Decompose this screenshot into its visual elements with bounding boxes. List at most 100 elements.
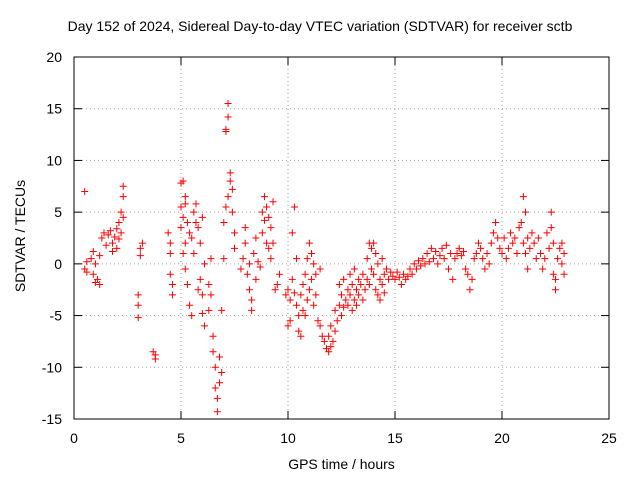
data-point: [134, 314, 142, 322]
data-point: [293, 301, 301, 309]
data-point: [186, 229, 194, 237]
data-point: [489, 229, 497, 237]
data-point: [350, 296, 358, 304]
data-point: [104, 231, 112, 239]
data-point: [243, 270, 251, 278]
data-point: [138, 239, 146, 247]
data-point: [297, 332, 305, 340]
data-point: [134, 301, 142, 309]
data-point: [109, 239, 117, 247]
data-point: [181, 193, 189, 201]
data-point: [410, 260, 418, 268]
data-point: [554, 255, 562, 263]
data-point: [258, 208, 266, 216]
data-point: [442, 241, 450, 249]
data-point: [205, 306, 213, 314]
data-point: [481, 265, 489, 273]
data-point: [434, 260, 442, 268]
data-point: [166, 239, 174, 247]
data-point: [211, 384, 219, 392]
data-point: [545, 244, 553, 252]
data-point: [329, 337, 337, 345]
y-tick-label: 5: [54, 204, 62, 220]
x-tick-label: 20: [494, 430, 510, 446]
data-point: [226, 169, 234, 177]
data-point: [397, 281, 405, 289]
data-point: [417, 262, 425, 270]
data-point: [549, 239, 557, 247]
data-point: [479, 255, 487, 263]
data-point: [252, 234, 260, 242]
data-point: [164, 229, 172, 237]
data-point: [447, 250, 455, 258]
data-point: [119, 193, 127, 201]
data-point: [515, 224, 523, 232]
data-point: [260, 216, 268, 224]
data-point: [308, 275, 316, 283]
data-point: [530, 239, 538, 247]
data-point: [224, 193, 232, 201]
data-point: [188, 312, 196, 320]
data-point: [282, 291, 290, 299]
data-point: [201, 260, 209, 268]
y-tick-label: 0: [54, 256, 62, 272]
data-point: [117, 229, 125, 237]
data-point: [522, 208, 530, 216]
data-point: [363, 255, 371, 263]
data-point: [395, 273, 403, 281]
data-point: [196, 239, 204, 247]
data-point: [522, 250, 530, 258]
data-point: [216, 379, 224, 387]
y-tick-label: 10: [46, 152, 62, 168]
data-point: [496, 244, 504, 252]
data-point: [222, 127, 230, 135]
data-point: [340, 303, 348, 311]
data-point: [237, 265, 245, 273]
data-point: [198, 213, 206, 221]
data-point: [500, 234, 508, 242]
data-point: [218, 368, 226, 376]
data-point: [241, 224, 249, 232]
data-point: [558, 260, 566, 268]
data-point: [524, 265, 532, 273]
data-point: [549, 270, 557, 278]
data-point: [293, 255, 301, 263]
data-point: [151, 351, 159, 359]
data-point: [256, 263, 264, 271]
data-point: [267, 255, 275, 263]
data-point: [325, 332, 333, 340]
data-point: [209, 332, 217, 340]
data-point: [464, 270, 472, 278]
data-point: [136, 252, 144, 260]
data-point: [179, 177, 187, 185]
data-point: [462, 265, 470, 273]
data-point: [485, 260, 493, 268]
data-point: [547, 208, 555, 216]
data-point: [109, 247, 117, 255]
data-point: [245, 260, 253, 268]
data-point: [406, 265, 414, 273]
data-point: [519, 239, 527, 247]
data-point: [267, 224, 275, 232]
data-point: [316, 322, 324, 330]
data-point: [415, 257, 423, 265]
data-point: [335, 301, 343, 309]
data-point: [372, 286, 380, 294]
x-tick-label: 0: [70, 430, 78, 446]
data-point: [438, 244, 446, 252]
data-point: [558, 239, 566, 247]
data-point: [100, 229, 108, 237]
data-point: [286, 317, 294, 325]
data-point: [263, 203, 271, 211]
data-point: [303, 296, 311, 304]
data-point: [393, 268, 401, 276]
data-point: [231, 229, 238, 237]
data-point: [338, 291, 345, 299]
data-point: [342, 296, 350, 304]
data-point: [205, 281, 213, 289]
data-point: [517, 218, 525, 226]
data-point: [224, 100, 232, 108]
data-point: [263, 239, 271, 247]
data-point: [539, 265, 547, 273]
